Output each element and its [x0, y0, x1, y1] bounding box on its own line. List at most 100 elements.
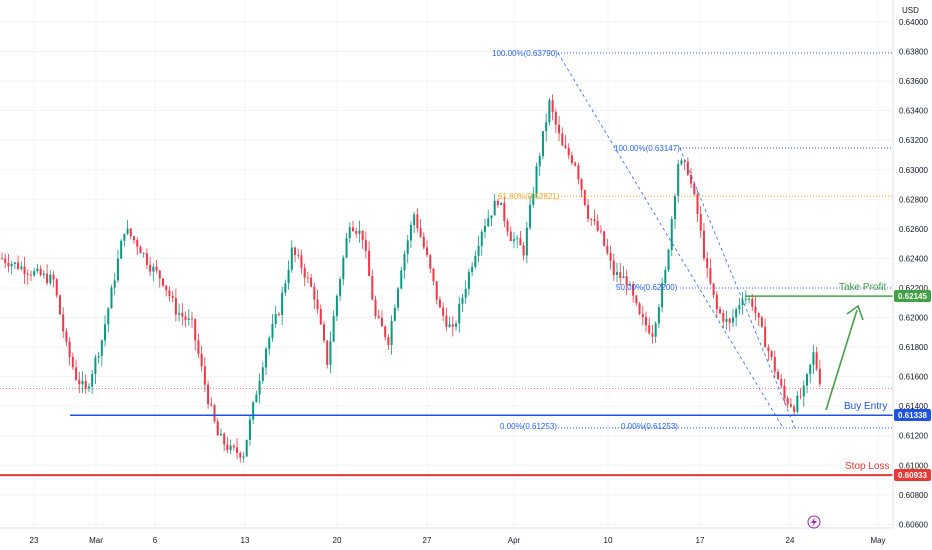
candle-body: [94, 357, 97, 375]
y-tick-label: 0.63400: [899, 107, 928, 116]
candle-body: [558, 124, 561, 134]
take-profit-tag: [894, 290, 931, 302]
candle-body: [570, 155, 573, 163]
lightning-icon[interactable]: [807, 515, 821, 529]
candle-body: [65, 331, 68, 342]
candle-body: [677, 164, 680, 196]
candle-body: [809, 364, 812, 375]
x-tick-label: 20: [333, 536, 342, 545]
candle-body: [252, 402, 255, 420]
candle-body: [651, 333, 654, 337]
candle-body: [567, 147, 570, 156]
x-axis: 23 Mar 6 13 20 27 Apr 10 17 24 May: [30, 536, 886, 545]
candle-body: [548, 100, 551, 123]
candle-body: [42, 273, 45, 276]
candle-body: [136, 240, 139, 247]
candle-body: [706, 258, 709, 269]
candle-body: [690, 174, 693, 184]
x-tick-label: 17: [696, 536, 705, 545]
candle-body: [445, 315, 448, 327]
candle-body: [799, 395, 802, 397]
candle-body: [316, 299, 319, 309]
candle-body: [239, 452, 242, 458]
candles: [1, 94, 821, 463]
candle-body: [223, 433, 226, 445]
candle-body: [686, 161, 689, 175]
candle-body: [760, 317, 763, 327]
candle-body: [207, 384, 210, 405]
candle-body: [303, 267, 306, 278]
level-lines: [0, 295, 893, 477]
candle-body: [313, 286, 316, 300]
candle-body: [670, 218, 673, 250]
candle-body: [484, 226, 486, 232]
grid: [0, 21, 893, 525]
candle-body: [757, 312, 760, 318]
candle-body: [657, 307, 660, 324]
candle-body: [696, 194, 699, 214]
candle-body: [75, 367, 78, 380]
candle-body: [110, 287, 113, 309]
x-tick-label: 24: [786, 536, 795, 545]
candle-body: [10, 263, 13, 267]
candle-body: [529, 204, 532, 228]
candle-body: [590, 218, 593, 220]
candle-body: [796, 395, 799, 412]
candle-body: [406, 240, 409, 254]
candle-body: [480, 231, 483, 246]
x-tick-label: 10: [604, 536, 613, 545]
candle-body: [506, 220, 509, 232]
candle-body: [190, 318, 193, 320]
candle-body: [422, 236, 425, 248]
candle-body: [818, 368, 821, 385]
candle-body: [49, 274, 52, 284]
candle-body: [20, 266, 23, 269]
candle-body: [667, 249, 670, 271]
candle-body: [1, 258, 3, 260]
candle-body: [622, 276, 625, 279]
candle-body: [171, 296, 174, 298]
candle-body: [397, 288, 400, 308]
candle-body: [490, 215, 493, 219]
candle-body: [541, 131, 544, 157]
candle-body: [738, 305, 741, 310]
candle-body: [178, 313, 181, 315]
candle-body: [39, 268, 42, 276]
candle-body: [731, 317, 734, 323]
candle-body: [477, 245, 480, 256]
candle-body: [281, 292, 284, 316]
x-tick-label: 27: [423, 536, 432, 545]
candle-body: [535, 166, 538, 194]
candle-body: [587, 204, 590, 219]
candle-body: [767, 347, 770, 352]
buy-entry-label: Buy Entry: [844, 401, 887, 412]
candle-body: [36, 268, 39, 272]
candle-body: [268, 337, 271, 349]
x-tick-label: 6: [153, 536, 158, 545]
candle-body: [326, 340, 329, 365]
candle-body: [455, 323, 458, 327]
candle-body: [625, 276, 628, 286]
candle-body: [242, 456, 245, 458]
candle-body: [580, 179, 583, 191]
candle-body: [400, 270, 403, 289]
candle-body: [464, 288, 467, 298]
candle-body: [416, 214, 419, 229]
candle-body: [380, 317, 383, 327]
candle-body: [126, 228, 129, 234]
candle-body: [226, 444, 229, 450]
candle-body: [551, 100, 554, 112]
candle-body: [616, 272, 619, 275]
candle-body: [777, 371, 780, 380]
candle-body: [603, 231, 606, 246]
candle-body: [606, 245, 609, 254]
candle-body: [120, 240, 123, 259]
candle-body: [503, 202, 506, 221]
candle-body: [554, 111, 557, 125]
candle-body: [310, 277, 313, 287]
candle-body: [744, 298, 747, 301]
candle-body: [789, 404, 792, 407]
candle-body: [81, 380, 84, 385]
candle-body: [384, 326, 387, 338]
